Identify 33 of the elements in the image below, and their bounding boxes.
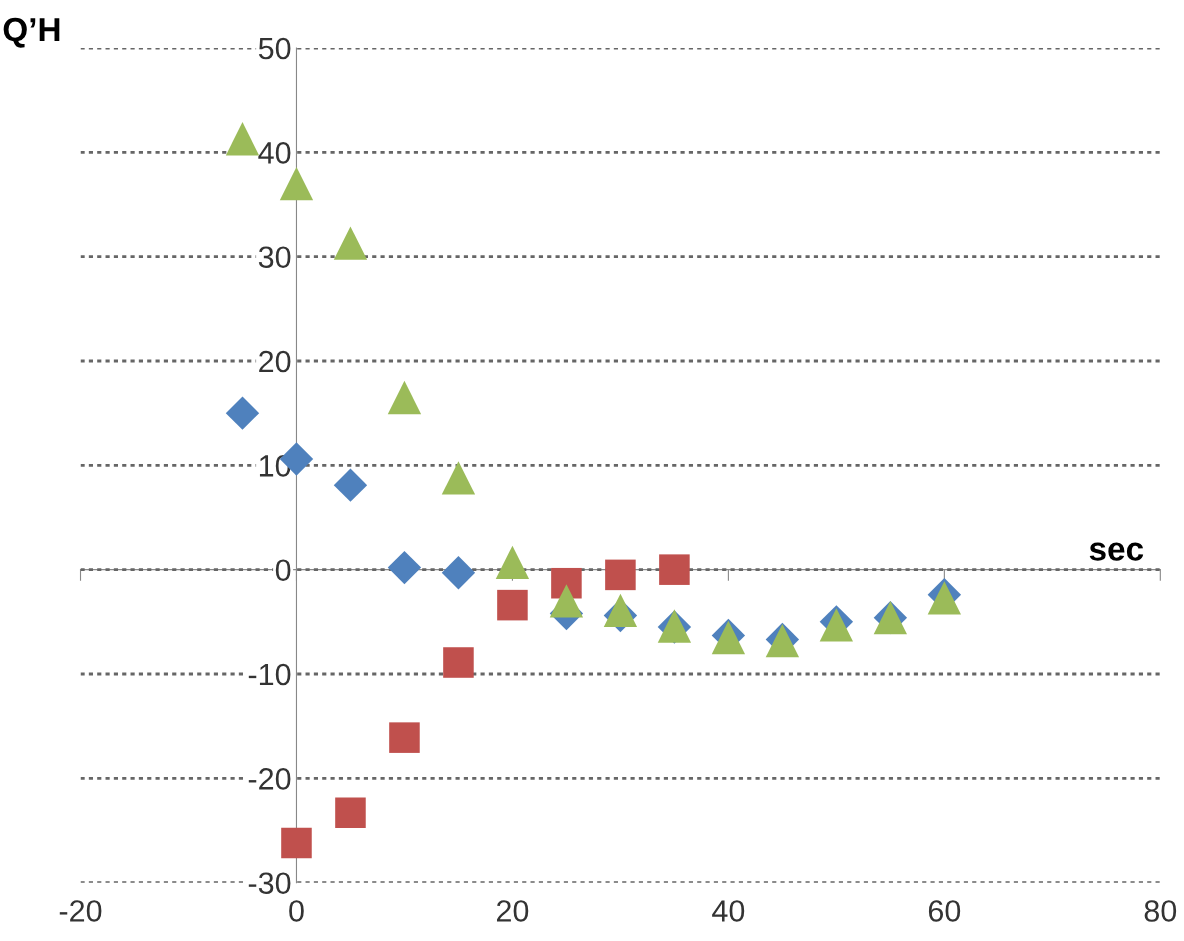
x-tick-label: 60 — [928, 900, 961, 922]
point — [333, 226, 368, 260]
point — [659, 554, 690, 585]
point — [225, 122, 260, 156]
point — [549, 584, 584, 618]
y-tick-label: 50 — [258, 37, 291, 60]
point — [335, 797, 366, 829]
y-tick-label: -20 — [248, 768, 291, 790]
point — [605, 559, 636, 591]
point — [279, 166, 314, 201]
y-tick-label: 20 — [259, 350, 291, 373]
point — [497, 589, 528, 621]
point — [443, 647, 474, 678]
x-tick-label: 20 — [496, 900, 529, 922]
point — [387, 550, 422, 585]
y-axis-title: Q’H — [3, 17, 60, 48]
point — [441, 556, 476, 590]
x-tick-label: 80 — [1144, 900, 1177, 922]
y-tick-label: -10 — [248, 663, 291, 686]
point — [333, 468, 368, 502]
point — [441, 461, 476, 495]
y-tick-label: 30 — [258, 246, 291, 269]
x-tick-label: -20 — [59, 900, 102, 922]
y-tick-label: 0 — [275, 559, 291, 582]
point — [495, 545, 530, 580]
y-tick-label: 40 — [258, 142, 291, 164]
x-tick-label: 40 — [712, 900, 745, 922]
point — [387, 380, 422, 415]
y-tick-label: -30 — [248, 872, 291, 895]
point — [225, 396, 260, 430]
x-axis-title: sec — [1089, 542, 1144, 561]
point — [389, 722, 420, 753]
point — [281, 827, 312, 859]
